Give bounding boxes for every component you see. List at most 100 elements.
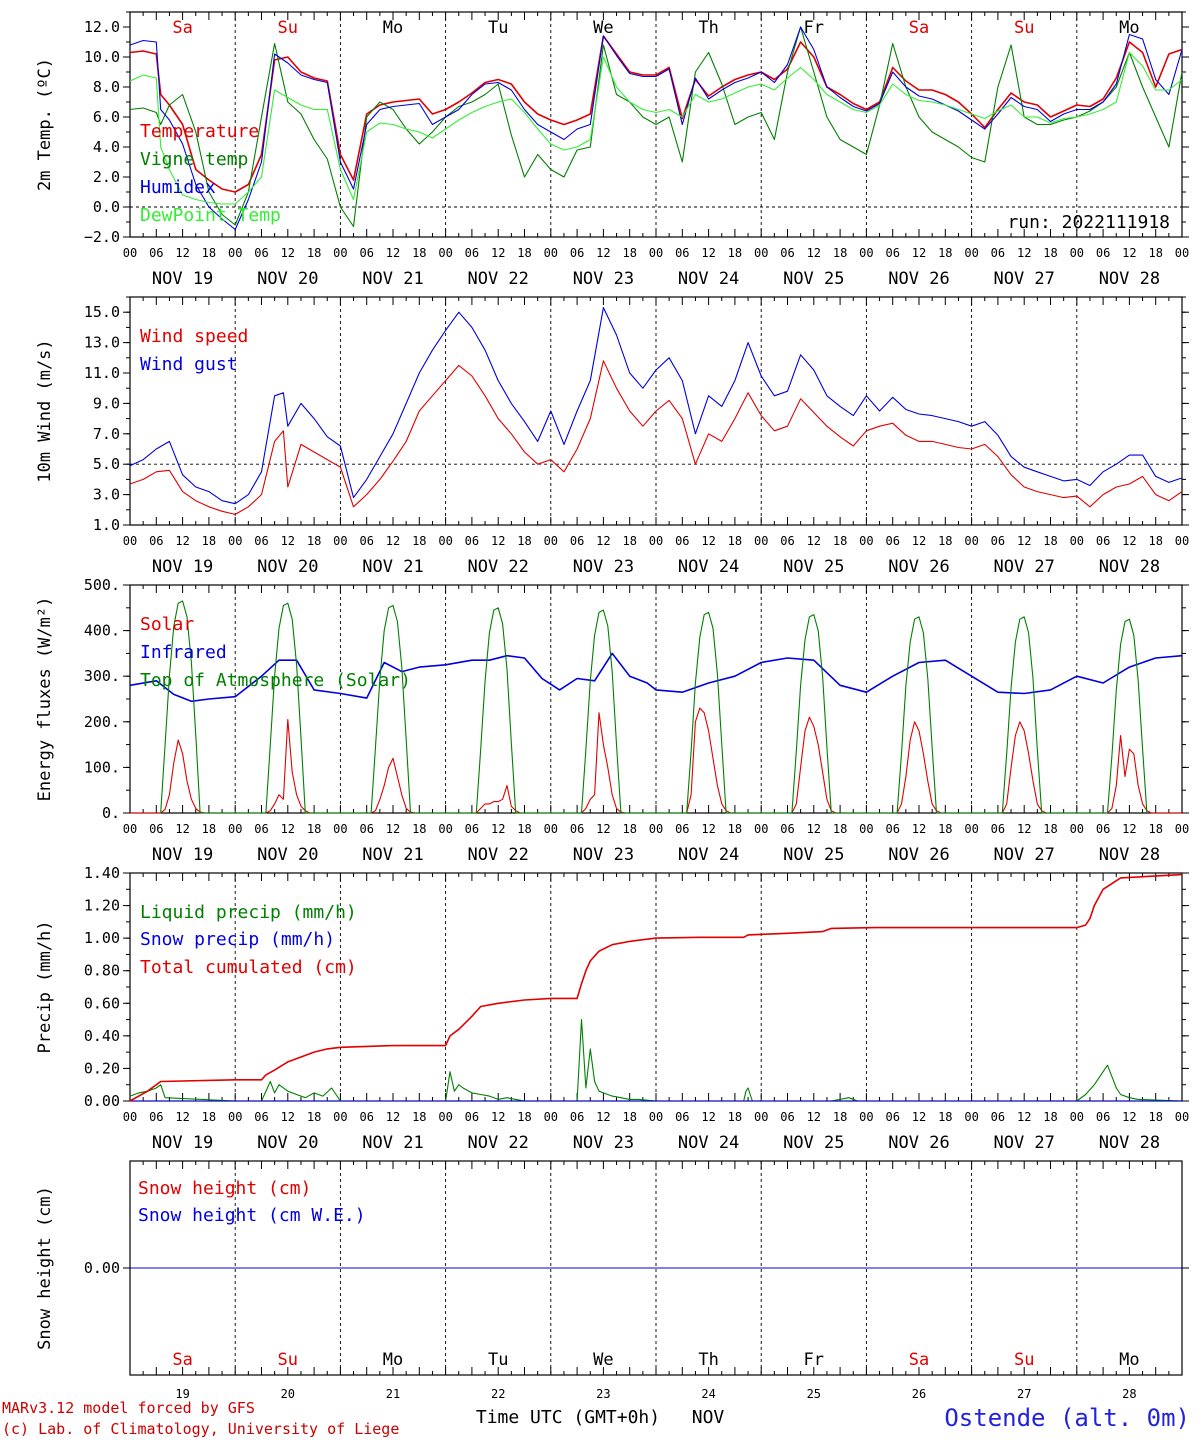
series-line-dewpoint-temp	[129, 51, 1183, 205]
hour-tick-label: 12	[807, 534, 821, 548]
date-label: NOV 21	[362, 557, 423, 577]
hour-tick-label: 18	[517, 246, 531, 260]
hour-tick-label: 18	[622, 246, 636, 260]
hour-tick-label: 06	[254, 822, 268, 836]
hour-tick-label: 06	[991, 246, 1005, 260]
day-name-label: Su	[278, 1350, 298, 1370]
date-label: NOV 21	[362, 1133, 423, 1153]
hour-tick-label: 12	[386, 1110, 400, 1124]
hour-tick-label: 12	[175, 822, 189, 836]
date-label: NOV 22	[467, 1133, 528, 1153]
hour-tick-label: 18	[728, 246, 742, 260]
hour-tick-label: 12	[386, 534, 400, 548]
run-label: run: 2022111918	[1007, 212, 1170, 233]
hour-tick-label: 00	[859, 246, 873, 260]
y-tick-label: 0.80	[84, 962, 120, 980]
hour-tick-label: 12	[1122, 1110, 1136, 1124]
day-name-label: Sa	[909, 18, 929, 38]
hour-tick-label: 18	[938, 822, 952, 836]
panel-5: 0.00 Snow height (cm) Snow height (cm) Snow…	[35, 1160, 1189, 1428]
hour-tick-label: 00	[754, 246, 768, 260]
hour-tick-label: 12	[912, 1110, 926, 1124]
hour-tick-label: 12	[386, 246, 400, 260]
hour-tick-label: 00	[964, 246, 978, 260]
y-tick-label: 0.40	[84, 1027, 120, 1045]
legend-entry: Top of Atmosphere (Solar)	[140, 670, 411, 691]
hour-tick-label: 12	[596, 534, 610, 548]
y-tick-label: 300.	[84, 667, 120, 685]
day-name-label: Tu	[488, 18, 508, 38]
hour-tick-label: 12	[1122, 246, 1136, 260]
hour-tick-label: 12	[175, 534, 189, 548]
legend-entry: DewPoint Temp	[140, 205, 281, 226]
date-label: NOV 24	[678, 1133, 739, 1153]
hour-tick-label: 00	[228, 1110, 242, 1124]
x-axis-month: NOV	[692, 1407, 725, 1428]
hour-tick-label: 18	[728, 1110, 742, 1124]
hour-tick-label: 06	[465, 246, 479, 260]
date-label: NOV 19	[152, 269, 213, 289]
panel-2: 1.0 3.0 5.0 7.0 9.0 11.0 13.0 15.0 10m Wind (m/s…	[35, 296, 1189, 577]
hour-tick-label: 00	[859, 534, 873, 548]
hour-tick-label: 00	[1070, 534, 1084, 548]
hour-tick-label: 00	[964, 822, 978, 836]
legend-entry: Total cumulated (cm)	[140, 957, 357, 978]
date-label: NOV 27	[993, 1133, 1054, 1153]
hour-tick-label: 00	[754, 822, 768, 836]
day-name-label: Fr	[804, 18, 824, 38]
hour-tick-label: 06	[465, 534, 479, 548]
legend-entry: Liquid precip (mm/h)	[140, 902, 357, 923]
date-label: NOV 25	[783, 269, 844, 289]
hour-tick-label: 06	[359, 534, 373, 548]
hour-tick-label: 06	[885, 534, 899, 548]
legend-entry: Infrared	[140, 642, 227, 663]
hour-tick-label: 06	[254, 534, 268, 548]
hour-tick-label: 06	[780, 822, 794, 836]
day-name-label: Sa	[172, 1350, 192, 1370]
hour-tick-label: 00	[754, 1110, 768, 1124]
hour-tick-label: 06	[675, 246, 689, 260]
hour-tick-label: 06	[570, 1110, 584, 1124]
day-name-label: Su	[1014, 18, 1034, 38]
day-name-label: Mo	[1119, 18, 1139, 38]
date-label: NOV 22	[467, 557, 528, 577]
day-number-label: 24	[701, 1387, 715, 1401]
y-tick-label: 4.0	[93, 138, 120, 156]
panel-3: 0. 100. 200. 300. 400. 500. Energy fluxes (W/m…	[35, 576, 1189, 865]
panels-layer: −2.0 0.0 2.0 4.0 6.0 8.0 10.0 12.0 2m Temp. (ºC)…	[35, 11, 1189, 1428]
y-tick-label: 1.00	[84, 929, 120, 947]
date-label: NOV 19	[152, 1133, 213, 1153]
y-tick-label: −2.0	[84, 228, 120, 246]
hour-tick-label: 00	[754, 534, 768, 548]
hour-tick-label: 00	[1070, 822, 1084, 836]
hour-tick-label: 06	[885, 246, 899, 260]
series-line-wind-gust	[129, 307, 1183, 505]
hour-tick-label: 12	[807, 1110, 821, 1124]
legend-entry: Solar	[140, 614, 194, 635]
hour-tick-label: 00	[123, 534, 137, 548]
hour-tick-label: 06	[991, 1110, 1005, 1124]
hour-tick-label: 12	[701, 1110, 715, 1124]
hour-tick-label: 06	[570, 246, 584, 260]
y-tick-label: 0.00	[84, 1092, 120, 1110]
hour-tick-label: 18	[412, 822, 426, 836]
hour-tick-label: 00	[123, 1110, 137, 1124]
day-name-label: We	[593, 18, 613, 38]
hour-tick-label: 06	[149, 1110, 163, 1124]
hour-tick-label: 00	[544, 1110, 558, 1124]
date-label: NOV 19	[152, 845, 213, 865]
y-tick-label: 2.0	[93, 168, 120, 186]
legend-entry: Wind speed	[140, 326, 248, 347]
series-line-vigne-temp	[129, 26, 1183, 228]
hour-tick-label: 18	[833, 534, 847, 548]
hour-tick-label: 00	[649, 534, 663, 548]
hour-tick-label: 00	[544, 534, 558, 548]
y-tick-label: 0.00	[84, 1259, 120, 1277]
date-label: NOV 23	[573, 557, 634, 577]
y-tick-label: 15.0	[84, 303, 120, 321]
hour-tick-label: 12	[491, 822, 505, 836]
day-name-label: Su	[1014, 1350, 1034, 1370]
day-number-label: 21	[386, 1387, 400, 1401]
hour-tick-label: 00	[333, 534, 347, 548]
hour-tick-label: 06	[675, 534, 689, 548]
